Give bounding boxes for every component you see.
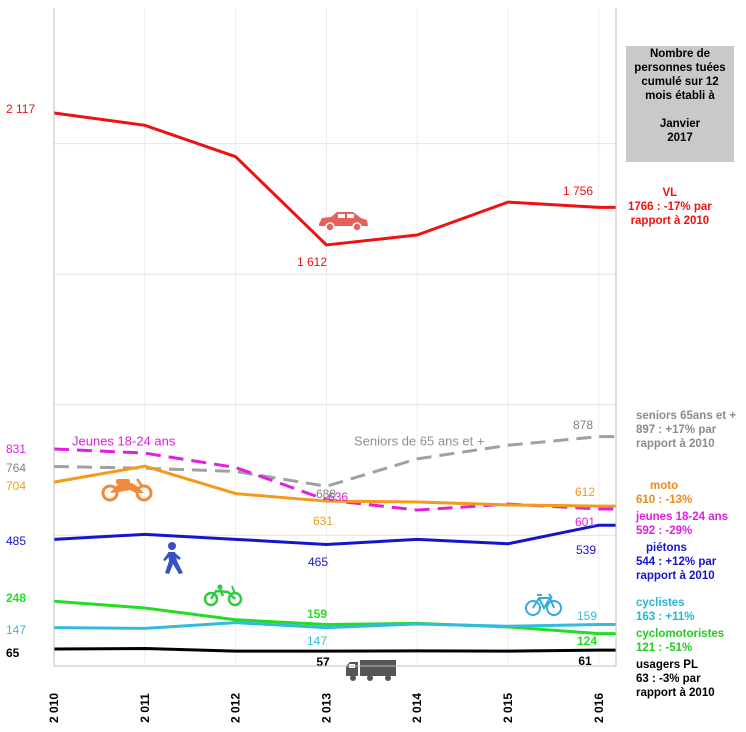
data-label: 539 — [576, 543, 596, 557]
info-box-line: personnes tuées — [634, 62, 726, 74]
info-box: Nombre de personnes tuées cumulé sur 12 moi… — [626, 46, 734, 162]
info-box-line: 2017 — [667, 132, 693, 144]
legend-usagers-pl: usagers PL 63 : -3% par rapport à 2010 — [636, 658, 715, 700]
legend-line: 544 : +12% par — [636, 556, 717, 568]
data-label: 485 — [6, 534, 26, 548]
legend-line: cyclomotoristes — [636, 628, 725, 640]
info-box-line: Nombre de — [649, 48, 711, 60]
data-label: 2 117 — [6, 102, 35, 116]
data-label: 831 — [6, 442, 26, 456]
annotation-label: Seniors de 65 ans et + — [354, 434, 484, 449]
data-label: 248 — [6, 591, 26, 605]
legend-line: moto — [650, 480, 679, 492]
legend-line: jeunes 18-24 ans — [636, 511, 729, 523]
data-label: 1 612 — [297, 255, 327, 269]
data-label: 636 — [328, 490, 348, 504]
pedestrian-icon — [163, 542, 183, 574]
info-box-line: cumulé sur 12 — [641, 76, 719, 88]
data-label: 704 — [6, 479, 26, 493]
legend-line: 592 : -29% — [636, 525, 693, 537]
legend-line: 1766 : -17% par — [628, 201, 712, 213]
legend-line: VL — [662, 187, 678, 199]
series-line-vl — [53, 111, 616, 247]
legend-line: 121 : -51% — [636, 642, 693, 654]
series-line-seniors — [53, 435, 616, 488]
moped-icon — [203, 584, 243, 607]
x-tick-label: 2 014 — [410, 693, 424, 723]
legend-line: 610 : -13% — [636, 494, 693, 506]
series-line-pietons — [53, 523, 616, 547]
data-label: 61 — [578, 654, 592, 668]
data-label: 147 — [307, 634, 327, 648]
data-label: 65 — [6, 646, 20, 660]
legend-line: 63 : -3% par — [636, 673, 701, 685]
legend-vl: VL 1766 : -17% par rapport à 2010 — [628, 186, 712, 228]
legend-pietons: piétons 544 : +12% par rapport à 2010 — [636, 541, 716, 583]
series-line-cyclistes — [53, 621, 616, 630]
info-box-line: mois établi à — [645, 90, 715, 102]
x-tick-label: 2 015 — [501, 693, 515, 723]
series-line-moto — [53, 464, 616, 508]
data-label: 601 — [575, 515, 595, 529]
legend-jeunes: jeunes 18-24 ans 592 : -29% — [636, 510, 728, 538]
data-label: 465 — [308, 555, 328, 569]
series-line-usagers_pl — [53, 646, 616, 653]
x-tick-label: 2 010 — [47, 693, 61, 723]
info-box-line — [626, 103, 734, 117]
legend-seniors: seniors 65ans et + 897 : +17% par rapport … — [636, 409, 736, 451]
legend-line: usagers PL — [636, 659, 698, 671]
data-label: 159 — [577, 609, 597, 623]
car-icon — [319, 212, 368, 232]
data-label: 631 — [313, 514, 333, 528]
legend-cyclomotoristes: cyclomotoristes 121 : -51% — [636, 627, 724, 655]
motorcycle-icon — [101, 478, 153, 502]
legend-cyclistes: cyclistes 163 : +11% — [636, 596, 695, 624]
annotation-label: Jeunes 18-24 ans — [72, 434, 176, 449]
data-label: 159 — [307, 607, 327, 621]
x-tick-label: 2 016 — [592, 693, 606, 723]
legend-moto: moto 610 : -13% — [636, 479, 692, 507]
data-label: 688 — [316, 487, 336, 501]
legend-line: rapport à 2010 — [636, 438, 715, 450]
data-label: 147 — [6, 623, 26, 637]
series-line-cyclomotoristes — [53, 599, 616, 636]
data-label: 878 — [573, 418, 593, 432]
data-label: 764 — [6, 461, 26, 475]
legend-line: piétons — [646, 542, 687, 554]
legend-line: cyclistes — [636, 597, 685, 609]
legend-line: rapport à 2010 — [630, 215, 710, 227]
legend-line: 897 : +17% par — [636, 424, 717, 436]
data-label: 124 — [577, 634, 597, 648]
x-tick-label: 2 012 — [229, 693, 243, 723]
truck-icon — [346, 660, 396, 681]
legend-line: 163 : +11% — [636, 611, 695, 623]
bicycle-icon — [525, 593, 562, 616]
series-line-jeunes — [53, 447, 616, 512]
legend-line: seniors 65ans et + — [636, 410, 737, 422]
data-label: 1 756 — [563, 184, 593, 198]
x-tick-label: 2 011 — [138, 693, 152, 723]
x-tick-label: 2 013 — [319, 693, 333, 723]
info-box-line: Janvier — [659, 118, 701, 130]
legend-line: rapport à 2010 — [636, 570, 715, 582]
data-label: 612 — [575, 485, 595, 499]
data-label: 57 — [316, 655, 330, 669]
legend-line: rapport à 2010 — [636, 687, 715, 699]
